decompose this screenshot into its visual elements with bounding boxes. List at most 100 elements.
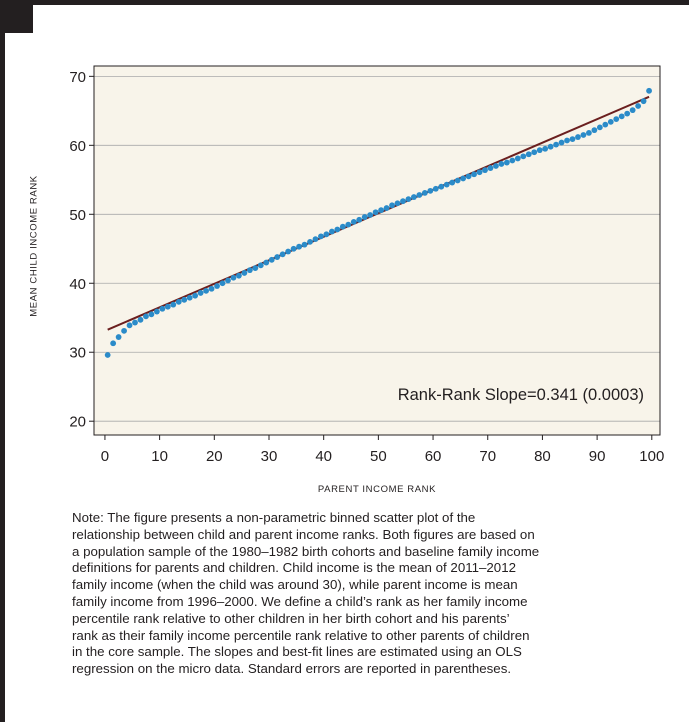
note-line: family income from 1996–2000. We define … [72,593,528,609]
note-line: regression on the micro data. Standard e… [72,661,512,677]
note-line: family income (when the child was around… [72,577,518,593]
y-tick-label: 40 [69,276,86,293]
data-point [547,143,554,150]
data-point [438,183,445,190]
data-point [318,233,324,240]
data-point [164,303,171,310]
x-tick-label: 60 [425,448,442,465]
data-point [383,205,390,211]
data-point [389,202,395,209]
data-point [405,196,412,203]
rank-rank-chart: 20 30 40 50 60 70 0 10 20 30 40 50 60 70 80 90 100 Rank… [69,65,664,465]
data-point [421,190,428,196]
data-point [367,212,374,218]
data-point [531,149,538,156]
data-point [498,161,505,167]
data-point [586,130,592,136]
data-point [181,296,188,303]
data-point [596,124,603,131]
data-point [569,136,576,143]
data-point [301,241,308,248]
data-point [465,173,472,180]
data-point [427,187,434,194]
data-point [110,340,117,347]
data-point [104,352,111,358]
data-point [143,313,149,320]
data-point [411,194,417,200]
data-point [230,274,237,281]
data-point [372,209,379,216]
data-point [618,113,625,120]
note-line: relationship between child and parent in… [72,526,535,542]
data-point [263,259,270,266]
figure-note: Note: The figure presents a non-parametr… [72,510,664,678]
slope-annotation: Rank-Rank Slope=0.341 (0.0003) [398,386,644,404]
data-point [252,265,259,271]
data-point [159,305,166,312]
data-point [443,181,450,188]
data-point [503,159,510,166]
data-point [356,216,363,223]
gridlines [94,75,660,422]
data-point [246,267,253,274]
data-point [558,139,565,146]
data-point [629,107,636,114]
data-point [432,185,439,192]
note-line: Note: The figure presents a non-parametr… [72,510,476,525]
data-point [203,287,210,294]
data-point [334,226,341,233]
data-point [509,157,516,164]
x-tick-label: 20 [206,448,223,465]
data-point [553,141,559,148]
note-line: definitions for parents and children. Ch… [72,560,516,576]
data-point [520,153,527,160]
top-rule [0,0,689,5]
data-point [236,272,242,279]
plot-frame [93,65,661,436]
data-point [542,145,549,152]
best-fit-line [107,95,650,331]
data-point [339,223,346,230]
data-point [460,175,467,182]
data-point [514,155,521,162]
data-point [274,254,281,260]
data-point [225,277,231,284]
data-point [476,169,483,176]
x-tick-label: 40 [315,448,332,465]
data-point [525,151,532,158]
data-point [279,251,286,258]
data-point [635,103,642,109]
data-point [536,147,543,154]
data-points [104,87,652,358]
data-point [607,118,614,125]
data-point [290,245,297,252]
data-point [285,248,292,255]
data-point [312,236,319,243]
left-rule [0,0,5,722]
data-point [307,238,313,245]
data-point [646,87,652,94]
x-tick-label: 30 [261,448,278,465]
note-line: a population sample of the 1980–1982 bir… [72,543,540,559]
data-point [471,171,477,178]
note-line: percentile rank relative to other childr… [72,610,510,626]
data-point [624,110,631,117]
data-point [564,137,570,144]
data-point [416,192,423,198]
data-point [493,163,499,169]
data-point [454,177,461,184]
data-point [192,292,199,299]
y-tick-label: 20 [69,414,86,431]
x-tick-label: 50 [370,448,387,465]
corner-tab [0,0,33,33]
data-point [323,231,330,238]
x-axis-ticks: 0 10 20 30 40 50 60 70 80 90 100 [101,435,664,465]
data-point [132,319,138,326]
note-line: in the core sample. The slopes and best-… [72,644,522,660]
data-point [580,132,587,138]
data-point [394,200,401,207]
data-point [400,198,406,205]
data-point [602,121,609,128]
data-point [640,98,647,105]
x-tick-label: 90 [589,448,606,465]
